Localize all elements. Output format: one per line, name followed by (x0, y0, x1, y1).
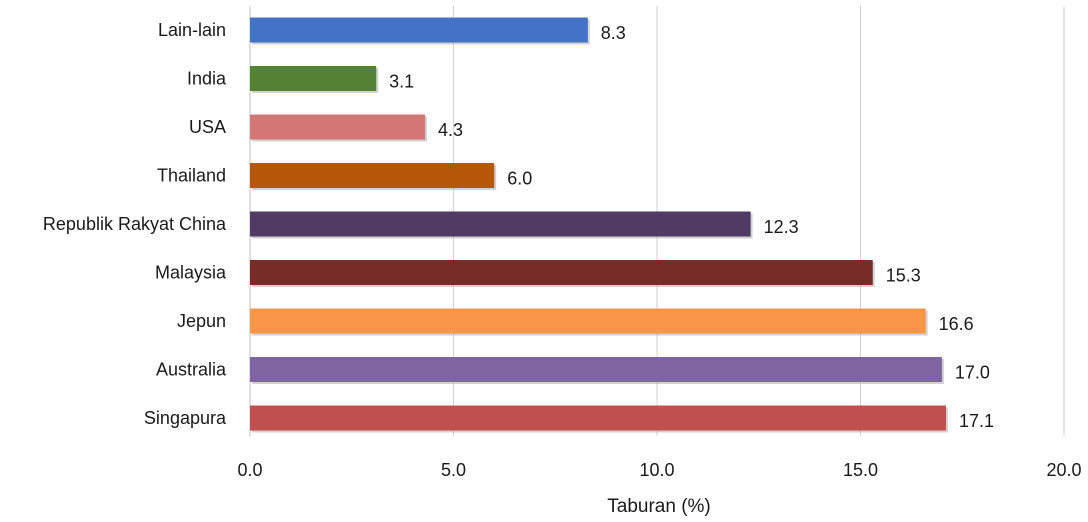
data-label: 8.3 (601, 23, 626, 43)
category-label: Australia (156, 360, 227, 380)
bar (250, 66, 377, 91)
data-label: 17.1 (959, 411, 994, 431)
bar (250, 357, 942, 382)
data-labels: 8.3 3.1 4.3 6.0 12.3 15.3 16.6 17.0 17.1 (389, 23, 994, 431)
data-label: 12.3 (764, 217, 799, 237)
category-labels: Lain-lain India USA Thailand Republik Rakyat… (43, 20, 227, 428)
x-axis-title: Taburan (%) (607, 496, 711, 517)
x-tick-labels: 0.0 5.0 10.0 15.0 20.0 (237, 460, 1081, 480)
category-label: India (187, 69, 227, 89)
bar (250, 405, 946, 431)
data-label: 3.1 (389, 72, 414, 92)
bar (250, 114, 426, 140)
x-tick-label: 15.0 (843, 460, 878, 480)
data-label: 16.6 (939, 314, 974, 334)
data-label: 15.3 (886, 266, 921, 286)
bar (250, 163, 495, 188)
category-label: Thailand (157, 166, 226, 186)
category-label: Singapura (144, 408, 227, 428)
data-label: 17.0 (955, 363, 990, 383)
category-label: Jepun (177, 311, 226, 331)
x-tick-label: 20.0 (1046, 460, 1081, 480)
data-label: 4.3 (438, 120, 463, 140)
bar (250, 211, 751, 237)
category-label: Malaysia (155, 263, 227, 283)
category-label: Lain-lain (158, 20, 226, 40)
category-label: Republik Rakyat China (43, 214, 227, 234)
bar (250, 308, 926, 334)
bars (250, 17, 948, 433)
data-label: 6.0 (507, 169, 532, 189)
x-tick-label: 10.0 (639, 460, 674, 480)
x-tick-label: 5.0 (441, 460, 466, 480)
category-label: USA (189, 117, 226, 137)
bar (250, 17, 588, 43)
bar (250, 260, 873, 285)
x-tick-label: 0.0 (237, 460, 262, 480)
